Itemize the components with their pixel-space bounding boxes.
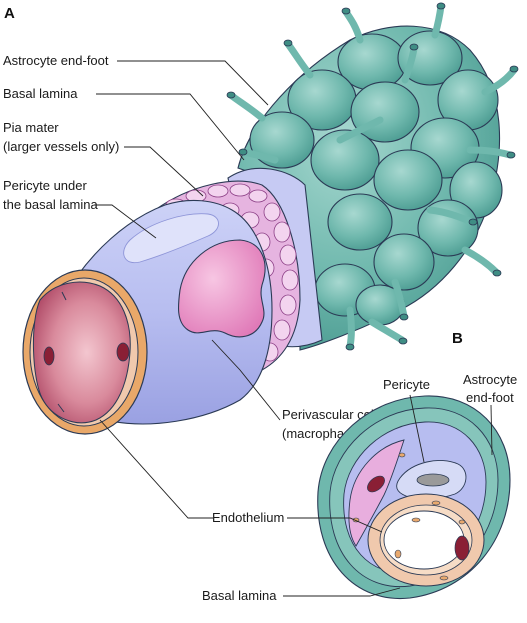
- panel-b-cross-section: [317, 395, 511, 600]
- perivascular-cell-b: [348, 439, 405, 547]
- label-astrocyte-end-foot-a: Astrocyte end-foot: [3, 53, 109, 68]
- pericyte-nucleus-b: [416, 473, 450, 487]
- label-pia-mater-line1: Pia mater: [3, 120, 59, 135]
- perivascular-nucleus-b: [367, 475, 385, 493]
- lumen-b: [383, 510, 465, 570]
- vessel-cross-section-a: [22, 269, 148, 435]
- label-pericyte-line2: the basal lamina: [3, 197, 98, 212]
- label-pericyte-b: Pericyte: [383, 377, 430, 392]
- label-endothelium: Endothelium: [212, 510, 284, 525]
- panel-label-a: A: [4, 5, 15, 22]
- panel-label-b: B: [452, 330, 463, 347]
- panel-a-vessel: [22, 2, 519, 435]
- perivascular-macrophage: [177, 239, 266, 338]
- label-basal-lamina-b: Basal lamina: [202, 588, 277, 603]
- label-astrocyte-line1-b: Astrocyte: [463, 372, 517, 387]
- pericyte-a: [123, 213, 219, 264]
- label-basal-lamina-a: Basal lamina: [3, 86, 78, 101]
- leader-lines-a: [94, 60, 281, 519]
- label-perivascular-line1: Perivascular cell: [282, 407, 377, 422]
- label-pericyte-line1: Pericyte under: [3, 178, 87, 193]
- leader-lines-b: [283, 394, 493, 597]
- label-pia-mater-line2: (larger vessels only): [3, 139, 119, 154]
- label-astrocyte-line2-b: end-foot: [466, 390, 514, 405]
- endothelium-nucleus-b: [454, 535, 470, 561]
